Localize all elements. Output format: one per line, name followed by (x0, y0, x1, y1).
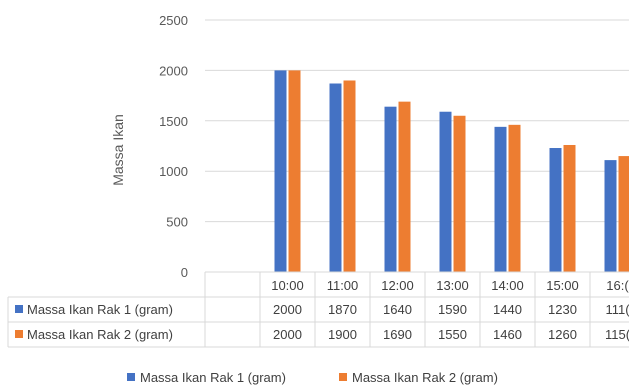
table-series-name: Massa Ikan Rak 2 (gram) (27, 327, 173, 342)
table-legend-key-1 (15, 305, 23, 313)
y-tick-label: 0 (181, 265, 188, 280)
bar-2 (453, 115, 466, 272)
bar-1 (439, 111, 452, 272)
table-cell: 2000 (273, 327, 302, 342)
y-axis-ticks: 0 500 1000 1500 2000 2500 (159, 13, 188, 280)
legend-label: Massa Ikan Rak 1 (gram) (140, 370, 286, 385)
bar-2 (563, 144, 576, 272)
x-tick-label: 10:00 (271, 278, 304, 293)
table-cell: 1230 (548, 302, 577, 317)
y-tick-label: 1000 (159, 164, 188, 179)
legend-label: Massa Ikan Rak 2 (gram) (352, 370, 498, 385)
legend: Massa Ikan Rak 1 (gram) Massa Ikan Rak 2 … (127, 370, 498, 385)
table-cell: 1870 (328, 302, 357, 317)
bar-2 (343, 80, 356, 272)
y-tick-label: 1500 (159, 114, 188, 129)
bar-1 (549, 148, 562, 272)
y-axis-label: Massa Ikan (110, 114, 126, 186)
y-tick-label: 2500 (159, 13, 188, 28)
table-cell: 1260 (548, 327, 577, 342)
x-tick-label: 16:( (606, 278, 629, 293)
bar-1 (494, 126, 507, 273)
legend-key-2 (339, 373, 347, 381)
bar-1 (384, 106, 397, 272)
y-tick-label: 500 (166, 215, 188, 230)
data-table: 10:00 11:00 12:00 13:00 14:00 15:00 16:( Massa … (7, 271, 629, 348)
bars (274, 70, 629, 273)
bar-2 (618, 156, 629, 272)
table-cell: 2000 (273, 302, 302, 317)
bar-2 (398, 101, 411, 272)
x-tick-label: 14:00 (491, 278, 524, 293)
y-tick-label: 2000 (159, 63, 188, 78)
x-tick-label: 15:00 (546, 278, 579, 293)
table-legend-key-2 (15, 330, 23, 338)
table-cell: 1900 (328, 327, 357, 342)
bar-1 (604, 160, 617, 272)
table-cell: 1440 (493, 302, 522, 317)
x-tick-label: 12:00 (381, 278, 414, 293)
table-cell: 1550 (438, 327, 467, 342)
bar-2 (288, 70, 301, 273)
x-tick-label: 13:00 (436, 278, 469, 293)
bar-2 (508, 124, 521, 272)
table-cell: 1460 (493, 327, 522, 342)
table-cell: 111( (605, 302, 629, 317)
x-tick-label: 11:00 (327, 278, 359, 293)
legend-key-1 (127, 373, 135, 381)
bar-1 (329, 83, 342, 272)
table-cell: 1590 (438, 302, 467, 317)
table-series-name: Massa Ikan Rak 1 (gram) (27, 302, 173, 317)
table-cell: 1640 (383, 302, 412, 317)
table-cell: 1690 (383, 327, 412, 342)
table-cell: 115( (605, 327, 629, 342)
bar-1 (274, 70, 287, 273)
